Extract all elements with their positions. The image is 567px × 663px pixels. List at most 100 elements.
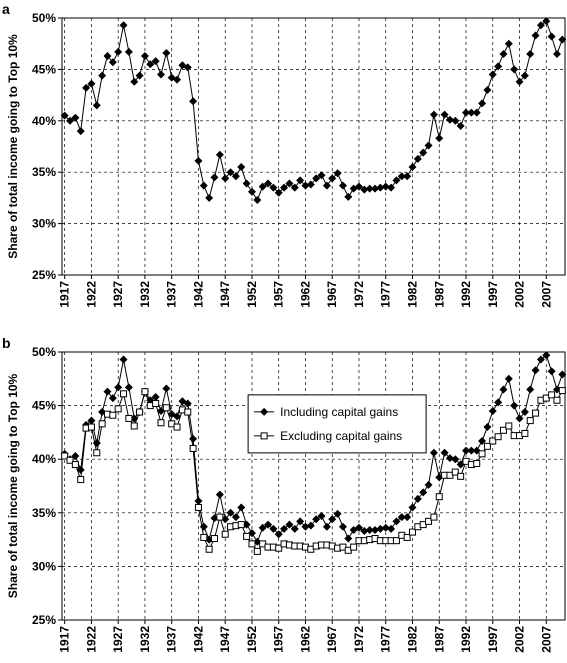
marker-diamond bbox=[124, 383, 133, 392]
marker-square bbox=[109, 411, 117, 419]
marker-diamond bbox=[92, 101, 101, 110]
marker-diamond bbox=[124, 47, 133, 56]
marker-square bbox=[200, 533, 208, 541]
marker-diamond bbox=[504, 374, 513, 383]
marker-diamond bbox=[317, 512, 326, 521]
x-tick-label: 1917 bbox=[58, 281, 72, 308]
x-tick-label: 1937 bbox=[165, 626, 179, 653]
marker-square bbox=[489, 437, 497, 445]
marker-diamond bbox=[130, 77, 139, 86]
x-tick-label: 1947 bbox=[218, 281, 232, 308]
legend-label: Including capital gains bbox=[280, 405, 398, 419]
marker-diamond bbox=[66, 116, 75, 125]
x-tick-label: 1937 bbox=[165, 281, 179, 308]
marker-square bbox=[499, 426, 507, 434]
marker-diamond bbox=[264, 179, 273, 188]
marker-diamond bbox=[403, 513, 412, 522]
marker-diamond bbox=[119, 355, 128, 364]
marker-diamond bbox=[408, 503, 417, 512]
x-tick-label: 1992 bbox=[459, 281, 473, 308]
x-tick-label: 1987 bbox=[432, 281, 446, 308]
x-tick-label: 2007 bbox=[539, 281, 553, 308]
marker-diamond bbox=[296, 176, 305, 185]
marker-diamond bbox=[456, 121, 465, 130]
marker-diamond bbox=[494, 62, 503, 71]
marker-diamond bbox=[221, 174, 230, 183]
marker-diamond bbox=[483, 423, 492, 432]
marker-diamond bbox=[285, 179, 294, 188]
series-line bbox=[64, 20, 563, 202]
marker-diamond bbox=[87, 416, 96, 425]
marker-diamond bbox=[387, 183, 396, 192]
marker-diamond bbox=[467, 108, 476, 117]
marker-diamond bbox=[499, 49, 508, 58]
x-tick-label: 1967 bbox=[325, 281, 339, 308]
marker-diamond bbox=[290, 183, 299, 192]
x-tick-label: 1927 bbox=[111, 281, 125, 308]
marker-diamond bbox=[451, 455, 460, 464]
y-axis-label: Share of total income going to Top 10% bbox=[6, 373, 20, 598]
marker-diamond bbox=[424, 480, 433, 489]
marker-diamond bbox=[392, 176, 401, 185]
marker-diamond bbox=[226, 508, 235, 517]
marker-square bbox=[403, 533, 411, 541]
marker-diamond bbox=[260, 407, 269, 416]
marker-diamond bbox=[558, 35, 567, 44]
marker-diamond bbox=[82, 83, 91, 92]
x-tick-label: 1942 bbox=[191, 281, 205, 308]
marker-square bbox=[483, 442, 491, 450]
marker-diamond bbox=[371, 184, 380, 193]
marker-square bbox=[157, 419, 165, 427]
marker-square bbox=[408, 528, 416, 536]
marker-diamond bbox=[462, 446, 471, 455]
marker-diamond bbox=[296, 517, 305, 526]
marker-diamond bbox=[194, 156, 203, 165]
x-tick-label: 1927 bbox=[111, 626, 125, 653]
marker-square bbox=[526, 417, 534, 425]
x-tick-label: 1957 bbox=[272, 281, 286, 308]
marker-diamond bbox=[344, 534, 353, 543]
marker-diamond bbox=[333, 509, 342, 518]
marker-diamond bbox=[376, 183, 385, 192]
marker-square bbox=[93, 449, 101, 457]
marker-diamond bbox=[472, 108, 481, 117]
marker-square bbox=[478, 450, 486, 458]
marker-diamond bbox=[269, 524, 278, 533]
panel-label: b bbox=[2, 335, 11, 351]
marker-square bbox=[253, 547, 261, 555]
marker-diamond bbox=[354, 182, 363, 191]
x-tick-label: 1932 bbox=[138, 626, 152, 653]
marker-diamond bbox=[247, 187, 256, 196]
marker-square bbox=[553, 396, 561, 404]
marker-square bbox=[430, 513, 438, 521]
marker-square bbox=[505, 422, 513, 430]
marker-diamond bbox=[301, 522, 310, 531]
marker-diamond bbox=[328, 174, 337, 183]
marker-square bbox=[125, 414, 133, 422]
x-tick-label: 2002 bbox=[513, 626, 527, 653]
marker-diamond bbox=[215, 150, 224, 159]
marker-square bbox=[71, 461, 79, 469]
marker-diamond bbox=[478, 99, 487, 108]
x-tick-label: 1962 bbox=[298, 626, 312, 653]
x-tick-label: 2002 bbox=[513, 281, 527, 308]
marker-diamond bbox=[371, 525, 380, 534]
marker-diamond bbox=[520, 71, 529, 80]
marker-diamond bbox=[301, 181, 310, 190]
y-tick-label: 25% bbox=[32, 613, 56, 627]
marker-square bbox=[243, 532, 251, 540]
marker-diamond bbox=[87, 79, 96, 88]
marker-diamond bbox=[189, 434, 198, 443]
marker-diamond bbox=[322, 181, 331, 190]
marker-diamond bbox=[242, 179, 251, 188]
marker-diamond bbox=[344, 192, 353, 201]
marker-diamond bbox=[547, 367, 556, 376]
x-tick-label: 1987 bbox=[432, 626, 446, 653]
x-tick-label: 1997 bbox=[486, 281, 500, 308]
marker-square bbox=[473, 459, 481, 467]
marker-diamond bbox=[488, 406, 497, 415]
plot-frame bbox=[61, 351, 566, 621]
marker-diamond bbox=[162, 384, 171, 393]
marker-diamond bbox=[210, 173, 219, 182]
